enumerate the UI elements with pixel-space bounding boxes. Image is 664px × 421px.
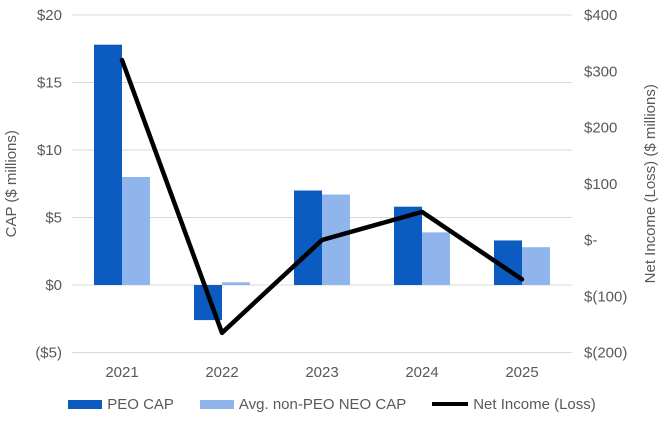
left-axis-tick-label: $15: [37, 75, 62, 92]
left-axis-tick-label: $5: [45, 210, 62, 227]
left-axis-title: CAP ($ millions): [3, 130, 20, 237]
x-axis-category-label: 2024: [405, 364, 438, 381]
legend-label-net-income: Net Income (Loss): [473, 395, 596, 413]
right-axis-title: Net Income (Loss) ($ millions): [642, 84, 659, 283]
peo-cap-swatch-icon: [68, 399, 103, 409]
bar-avg-non-peo-neo-cap: [422, 232, 450, 285]
net-income-line: [119, 57, 525, 336]
x-axis-category-label: 2025: [505, 364, 538, 381]
legend-label-peo-cap: PEO CAP: [107, 395, 174, 413]
legend-item-net-income: Net Income (Loss): [432, 396, 596, 413]
right-axis-tick-label: $(100): [584, 288, 627, 305]
right-axis-tick-label: $200: [584, 120, 617, 137]
bar-avg-non-peo-neo-cap: [222, 282, 250, 285]
x-axis-category-label: 2022: [205, 364, 238, 381]
bar-avg-non-peo-neo-cap: [522, 247, 550, 285]
left-axis-tick-label: $20: [37, 7, 62, 24]
legend-label-avg-non-peo-neo-cap: Avg. non-PEO NEO CAP: [238, 395, 407, 413]
right-axis-tick-label: $400: [584, 7, 617, 24]
bar-peo-cap: [94, 44, 122, 286]
left-axis-tick-label: $0: [45, 277, 62, 294]
chart-legend: PEO CAP Avg. non-PEO NEO CAP Net Income …: [0, 392, 664, 416]
right-axis-tick-label: $-: [584, 232, 597, 249]
bar-peo-cap: [294, 190, 322, 285]
bar-avg-non-peo-neo-cap: [122, 177, 150, 285]
right-axis-tick-label: $300: [584, 63, 617, 80]
right-axis-tick-label: $(200): [584, 345, 627, 362]
net-income-line-swatch-icon: [432, 402, 469, 406]
x-axis-category-label: 2023: [305, 364, 338, 381]
left-axis-tick-label: $10: [37, 142, 62, 159]
x-axis-category-label: 2021: [105, 364, 138, 381]
legend-item-avg-non-peo-neo-cap: Avg. non-PEO NEO CAP: [199, 395, 407, 413]
legend-item-peo-cap: PEO CAP: [68, 396, 174, 413]
left-axis-tick-label: ($5): [35, 345, 62, 362]
right-axis-tick-label: $100: [584, 176, 617, 193]
avg-non-peo-neo-cap-swatch-icon: [199, 399, 234, 409]
